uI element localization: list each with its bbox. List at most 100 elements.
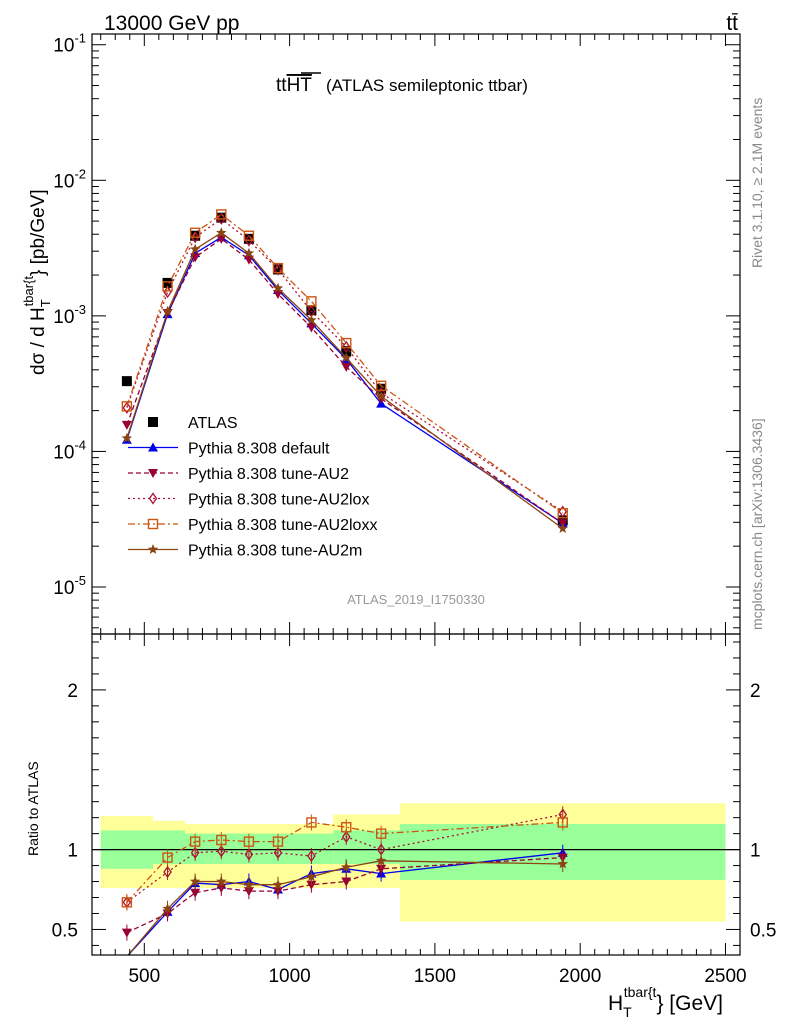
data-point-ATLAS [272, 264, 283, 275]
legend-label-AU2lox: Pythia 8.308 tune-AU2lox [188, 492, 369, 509]
ratio-line-AU2 [126, 856, 563, 934]
ratio-y-tick-label: 0.5 [52, 920, 78, 941]
data-point-AU2 [121, 420, 132, 430]
data-point-ATLAS [121, 376, 132, 387]
green-band-segment [153, 830, 185, 864]
legend-marker-ATLAS [148, 417, 158, 427]
process-label: tt̄ [726, 12, 738, 35]
data-point-AU2loxx [341, 337, 352, 349]
ratio-point-AU2loxx [162, 852, 173, 863]
ratio-point-AU2 [121, 928, 132, 938]
data-point-AU2loxx [306, 296, 317, 307]
legend-entry-AU2loxx: Pythia 8.308 tune-AU2loxx [128, 517, 377, 534]
data-point-AU2m [306, 314, 317, 325]
ratio-point-AU2lox [217, 845, 226, 858]
data-point-ATLAS [306, 305, 317, 316]
y-tick-label: 10-1 [53, 31, 86, 57]
ratio-point-AU2lox [163, 865, 172, 879]
ratio-y-tick-label: 1 [67, 841, 78, 862]
series-line-AU2loxx [126, 213, 564, 514]
legend-label-ATLAS: ATLAS [188, 415, 238, 432]
data-point-AU2loxx [272, 262, 284, 274]
ratio-point-AU2lox [190, 846, 200, 859]
ratio-series-AU2loxx [121, 814, 568, 911]
ratio-y-axis-label: Ratio to ATLAS [25, 761, 41, 856]
data-point-AU2loxx [121, 401, 133, 412]
y-tick-label: 10-3 [53, 302, 86, 328]
ratio-point-AU2m [272, 879, 284, 890]
energy-label: 13000 GeV pp [104, 12, 239, 35]
legend-marker-AU2m [147, 544, 159, 554]
ratio-point-AU2lox [273, 846, 283, 859]
ratio-point-AU2 [341, 877, 352, 887]
ratio-point-AU2m [189, 876, 201, 886]
data-point-AU2 [341, 362, 352, 372]
series-line-AU2 [126, 237, 564, 524]
x-tick-label: 1500 [414, 966, 456, 987]
legend-marker-AU2loxx [147, 518, 159, 530]
green-band-segment [333, 830, 401, 864]
legend-entry-ATLAS: ATLAS [148, 415, 238, 432]
data-point-AU2m [189, 243, 201, 254]
legend-label-AU2m: Pythia 8.308 tune-AU2m [188, 543, 362, 560]
ratio-series-group [121, 806, 568, 955]
y-tick-label: 10-5 [53, 573, 86, 599]
mcplots-label: mcplots.cern.ch [arXiv:1306.3436] [749, 418, 765, 630]
x-tick-label: 2500 [704, 966, 746, 987]
legend-marker-AU2 [148, 469, 158, 478]
data-point-AU2m [375, 390, 387, 401]
x-tick-label: 500 [128, 966, 160, 987]
analysis-label: ATLAS_2019_I1750330 [347, 592, 485, 607]
data-point-ATLAS [162, 277, 173, 288]
ratio-point-AU2loxx [375, 828, 387, 839]
svg-text:ttHT: ttHT [276, 75, 312, 96]
data-point-AU2m [272, 282, 284, 293]
main-y-axis-label: dσ / d HTtbar{t} [pb/GeV] [21, 189, 53, 375]
data-point-AU2lox [122, 401, 132, 414]
ratio-point-AU2 [306, 880, 317, 890]
ratio-y-tick-label-right: 0.5 [750, 920, 776, 941]
legend-entry-AU2: Pythia 8.308 tune-AU2 [128, 466, 349, 483]
main-series-group [121, 209, 568, 533]
ratio-point-AU2loxx [557, 817, 568, 828]
data-point-AU2m [243, 247, 255, 258]
svg-text:HTtbar{t} [GeV]: HTtbar{t} [GeV] [608, 984, 723, 1020]
legend-entry-AU2lox: Pythia 8.308 tune-AU2lox [128, 492, 369, 509]
ratio-point-AU2lox [307, 849, 316, 863]
ratio-line-AU2m [127, 860, 563, 955]
data-point-AU2lox [217, 212, 226, 225]
ratio-point-AU2lox [341, 830, 351, 843]
data-point-AU2m [557, 523, 568, 533]
ratio-point-AU2loxx [121, 897, 133, 908]
svg-text:(ATLAS semileptonic ttbar): (ATLAS semileptonic ttbar) [326, 76, 528, 95]
data-point-ATLAS [190, 230, 201, 241]
ratio-line-default [127, 852, 563, 955]
legend-entry-AU2m: Pythia 8.308 tune-AU2m [128, 543, 362, 560]
y-tick-label: 10-4 [53, 437, 86, 463]
data-point-AU2loxx [162, 281, 173, 292]
ratio-point-AU2lox [244, 848, 254, 861]
ratio-point-AU2loxx [341, 822, 352, 833]
data-point-AU2lox [558, 505, 568, 518]
ratio-point-AU2loxx [306, 817, 317, 828]
data-point-AU2loxx [243, 230, 255, 241]
ratio-point-AU2m [216, 876, 227, 886]
data-point-AU2loxx [189, 227, 201, 238]
data-point-ATLAS [243, 233, 254, 244]
data-point-AU2 [216, 234, 227, 244]
ratio-point-AU2loxx [216, 834, 227, 846]
data-point-AU2 [306, 323, 317, 333]
series-line-AU2lox [126, 217, 564, 513]
ratio-frame [91, 633, 741, 956]
ratio-point-AU2m [243, 879, 255, 890]
data-point-AU2loxx [375, 380, 387, 391]
green-band-segment [184, 833, 334, 864]
plot-title: ttHT (ATLAS semileptonic ttbar) [276, 72, 528, 96]
data-point-AU2loxx [216, 209, 227, 220]
ratio-point-AU2m [375, 855, 387, 866]
ratio-point-AU2loxx [272, 836, 284, 847]
data-point-ATLAS [216, 212, 227, 223]
rivet-label: Rivet 3.1.10, ≥ 2.1M events [749, 98, 765, 268]
ratio-y-tick-label-right: 1 [750, 841, 761, 862]
ratio-point-AU2loxx [243, 836, 255, 847]
